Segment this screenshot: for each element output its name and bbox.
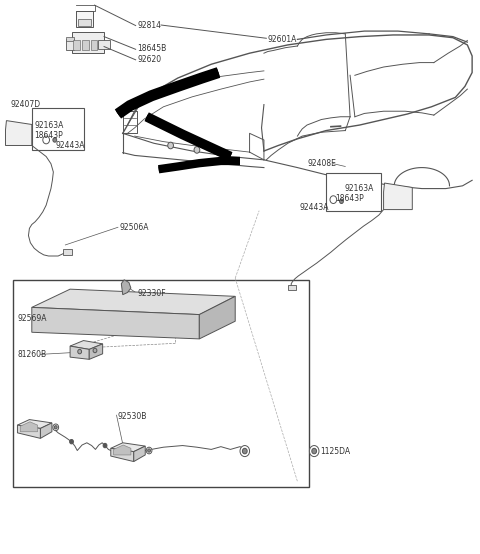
- Text: 92407D: 92407D: [10, 100, 40, 109]
- Bar: [72, 32, 104, 53]
- Polygon shape: [199, 296, 235, 339]
- Polygon shape: [114, 445, 131, 455]
- Polygon shape: [40, 423, 52, 438]
- Polygon shape: [32, 307, 199, 339]
- Circle shape: [146, 447, 152, 454]
- Text: 92163A: 92163A: [344, 184, 374, 193]
- Polygon shape: [20, 422, 37, 432]
- Bar: [66, 39, 74, 50]
- Text: 92601A: 92601A: [268, 35, 297, 44]
- Text: 92330F: 92330F: [137, 289, 166, 298]
- Circle shape: [312, 448, 317, 454]
- Circle shape: [194, 147, 200, 153]
- Bar: [288, 285, 297, 290]
- Bar: [32, 109, 84, 150]
- Bar: [63, 249, 72, 255]
- Text: 81260B: 81260B: [17, 350, 47, 359]
- Bar: [82, 40, 89, 50]
- Circle shape: [54, 425, 57, 429]
- Polygon shape: [121, 280, 131, 295]
- Circle shape: [70, 439, 73, 444]
- Bar: [98, 40, 110, 49]
- Circle shape: [148, 449, 151, 452]
- Circle shape: [103, 443, 107, 448]
- Polygon shape: [17, 419, 52, 428]
- Bar: [326, 173, 381, 211]
- Polygon shape: [17, 425, 40, 438]
- Text: 1125DA: 1125DA: [321, 447, 350, 455]
- Circle shape: [339, 199, 343, 203]
- Bar: [78, 19, 91, 25]
- Polygon shape: [384, 183, 412, 209]
- Circle shape: [240, 445, 250, 456]
- Text: 18645B: 18645B: [137, 44, 167, 53]
- Circle shape: [310, 445, 319, 456]
- Text: 92506A: 92506A: [120, 223, 149, 232]
- Circle shape: [220, 151, 226, 157]
- Polygon shape: [89, 344, 103, 360]
- Bar: [12, 280, 310, 487]
- Text: 92443A: 92443A: [300, 203, 329, 212]
- Polygon shape: [32, 289, 235, 315]
- Polygon shape: [111, 448, 134, 461]
- Circle shape: [53, 138, 57, 142]
- Text: 92569A: 92569A: [17, 314, 47, 323]
- Bar: [73, 40, 80, 50]
- Text: 92443A: 92443A: [56, 141, 85, 150]
- Polygon shape: [111, 443, 145, 452]
- Circle shape: [78, 350, 82, 354]
- Text: 18643P: 18643P: [335, 194, 363, 203]
- Polygon shape: [5, 121, 32, 146]
- Polygon shape: [70, 346, 89, 360]
- Circle shape: [330, 196, 336, 203]
- Circle shape: [168, 142, 173, 149]
- Text: 92163A: 92163A: [34, 121, 63, 130]
- Text: 92530B: 92530B: [118, 412, 147, 420]
- Text: 92814: 92814: [137, 20, 161, 29]
- Text: 92408E: 92408E: [307, 159, 336, 168]
- Text: 92620: 92620: [137, 55, 161, 64]
- Circle shape: [93, 348, 97, 353]
- Bar: [91, 40, 97, 50]
- Circle shape: [43, 136, 49, 144]
- Polygon shape: [134, 446, 145, 461]
- Text: 18643P: 18643P: [34, 131, 63, 140]
- Circle shape: [242, 448, 247, 454]
- Polygon shape: [70, 341, 103, 350]
- Bar: [66, 37, 74, 41]
- Bar: [76, 11, 93, 27]
- Circle shape: [53, 424, 59, 430]
